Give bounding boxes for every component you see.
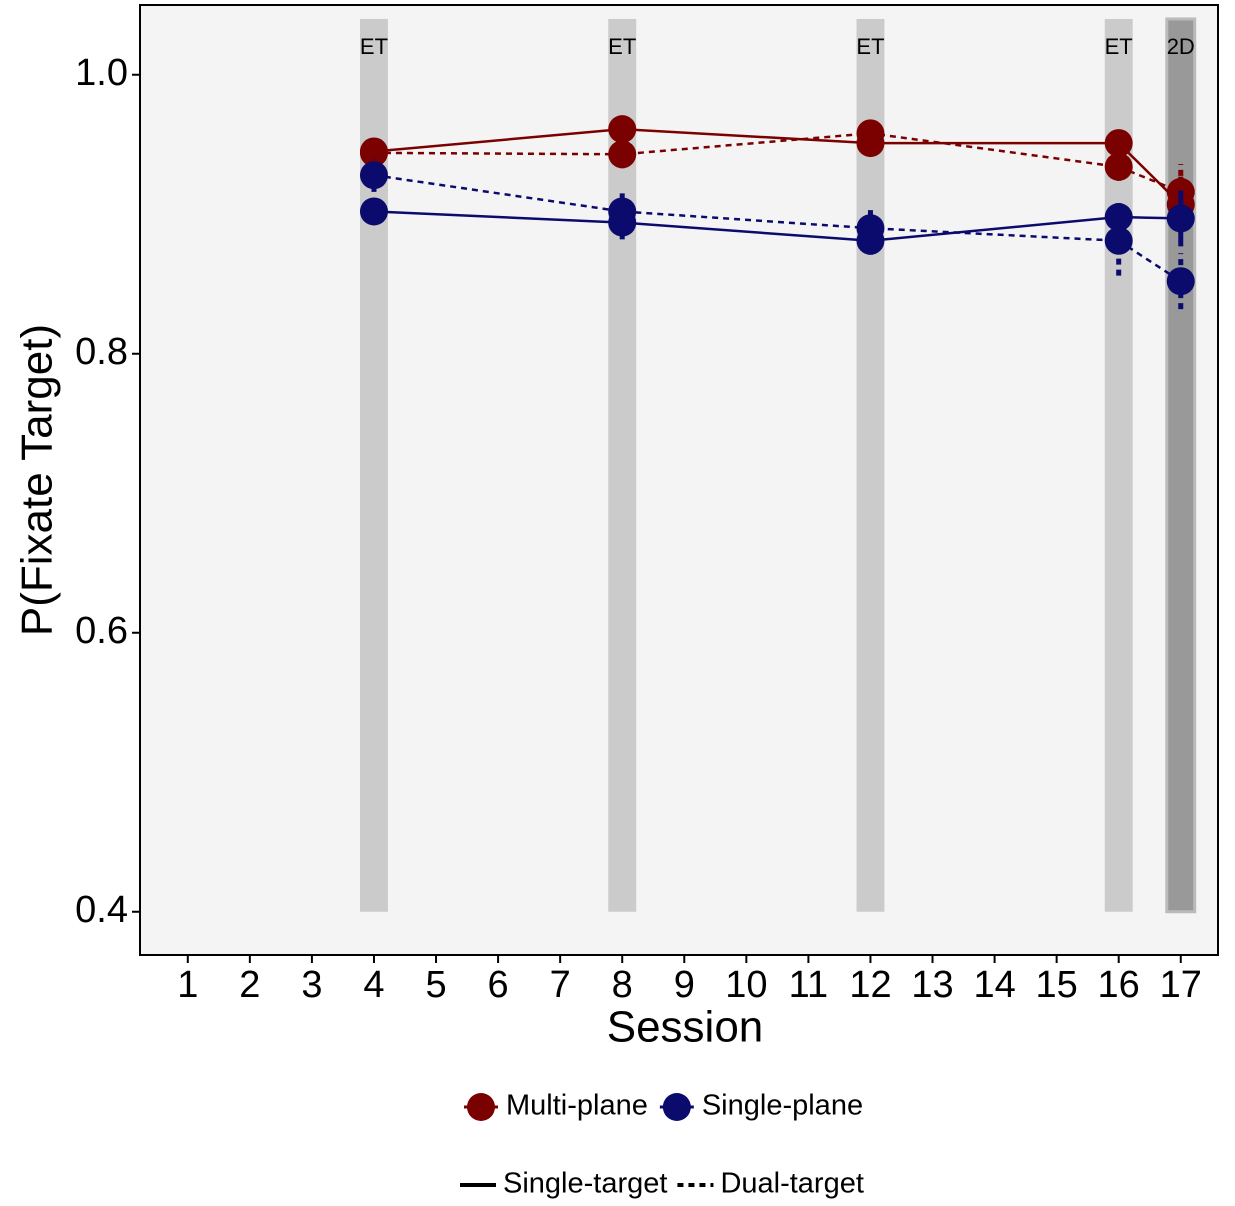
x-tick-label: 3 xyxy=(301,964,322,1006)
data-point xyxy=(1166,204,1195,233)
data-point xyxy=(359,138,388,167)
data-point xyxy=(1104,129,1133,158)
x-tick-label: 7 xyxy=(550,964,571,1006)
x-tick-label: 16 xyxy=(1098,964,1140,1006)
data-point xyxy=(1104,152,1133,181)
legend-label: Single-target xyxy=(503,1168,667,1200)
legend-label: Dual-target xyxy=(720,1168,863,1200)
x-tick-label: 10 xyxy=(725,964,767,1006)
x-tick-label: 11 xyxy=(789,964,828,1006)
y-tick-label: 0.8 xyxy=(75,331,128,373)
y-axis-title: P(Fixate Target) xyxy=(13,324,62,636)
data-point xyxy=(608,115,637,144)
x-tick-label: 5 xyxy=(425,964,446,1006)
y-tick-label: 0.6 xyxy=(75,610,128,652)
session-band xyxy=(1165,17,1197,914)
panel-border xyxy=(139,4,1219,956)
band-label: ET xyxy=(856,34,884,59)
data-point xyxy=(359,161,388,190)
data-point xyxy=(1166,267,1195,296)
x-tick-label: 8 xyxy=(612,964,633,1006)
plot-panel xyxy=(140,5,1218,955)
x-tick-label: 12 xyxy=(849,964,891,1006)
data-point xyxy=(856,119,885,148)
x-tick-label: 17 xyxy=(1160,964,1202,1006)
x-tick-label: 2 xyxy=(239,964,260,1006)
data-point xyxy=(359,197,388,226)
x-tick-label: 1 xyxy=(177,964,198,1006)
band-label: ET xyxy=(360,34,388,59)
data-point xyxy=(608,197,637,226)
data-point xyxy=(856,214,885,243)
y-tick-label: 1.0 xyxy=(75,52,128,94)
x-tick-label: 13 xyxy=(911,964,953,1006)
band-label: ET xyxy=(1105,34,1133,59)
y-tick-label: 0.4 xyxy=(75,889,128,931)
session-band xyxy=(856,18,885,912)
band-label: ET xyxy=(608,34,636,59)
x-tick-label: 4 xyxy=(363,964,384,1006)
data-point xyxy=(1104,226,1133,255)
data-point xyxy=(608,140,637,169)
band-label: 2D xyxy=(1167,34,1195,59)
x-tick-label: 15 xyxy=(1036,964,1078,1006)
legend-key xyxy=(662,1093,691,1121)
x-axis-title: Session xyxy=(607,1003,764,1052)
legend-label: Single-plane xyxy=(702,1090,863,1122)
x-tick-label: 6 xyxy=(488,964,509,1006)
legend-key xyxy=(467,1093,495,1121)
x-tick-label: 9 xyxy=(674,964,695,1006)
legend-label: Multi-plane xyxy=(506,1090,648,1122)
x-tick-label: 14 xyxy=(973,964,1015,1006)
